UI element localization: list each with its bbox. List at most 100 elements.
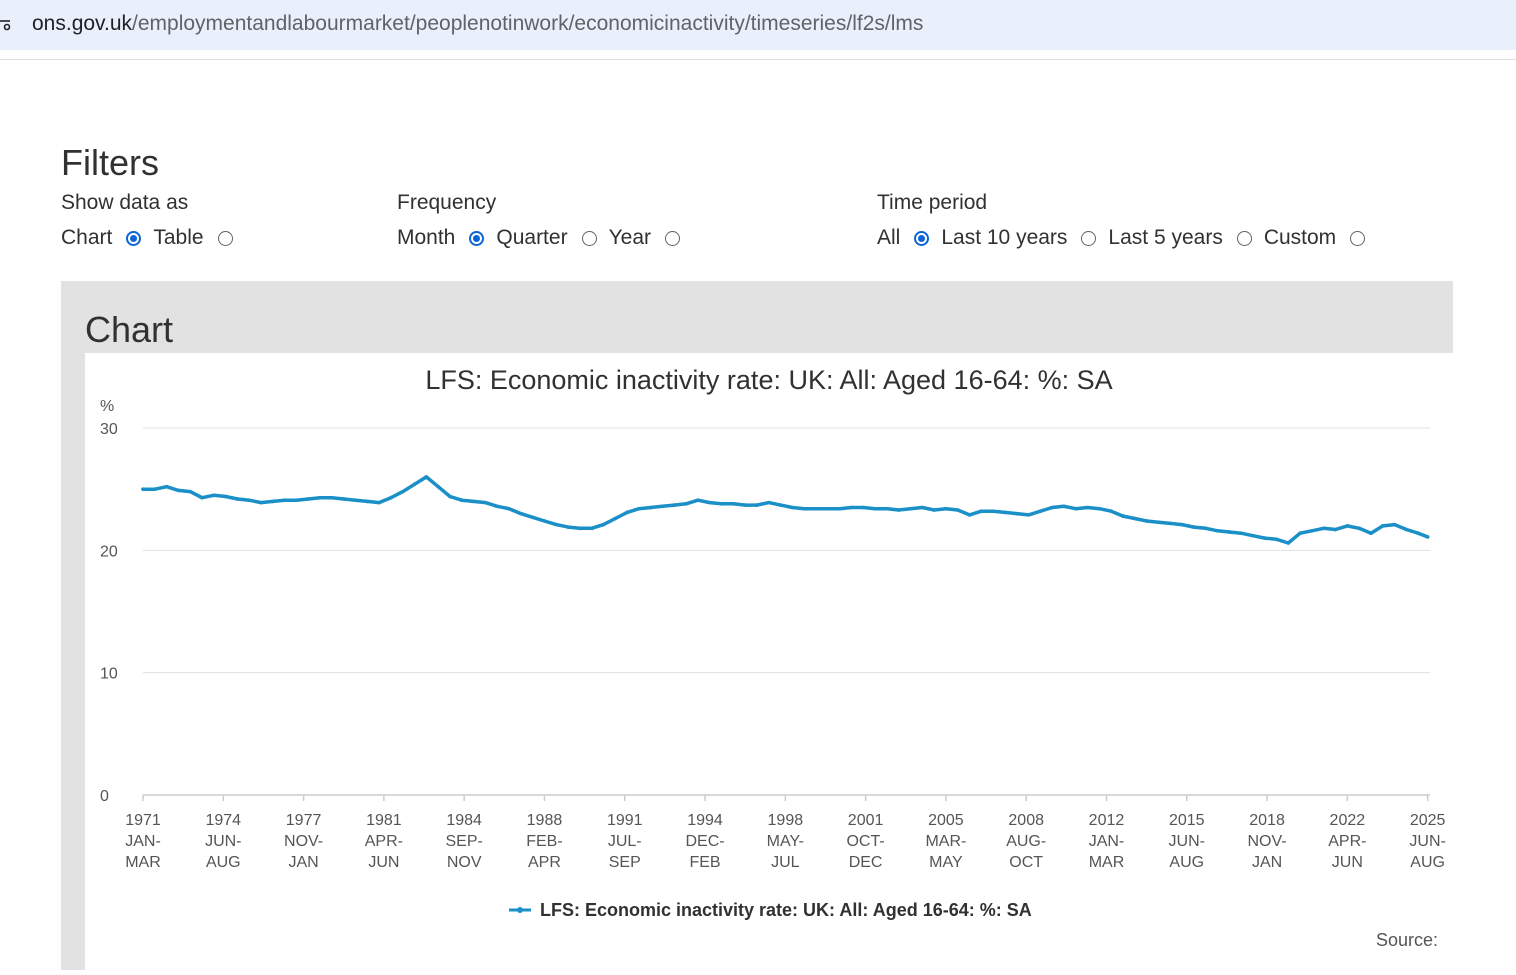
x-tick-label-line: AUG [1169,854,1204,871]
data-point [991,509,995,513]
data-point [377,500,381,505]
data-point [790,505,795,510]
option-last-10-years[interactable]: Last 10 years [941,226,1108,250]
series-line [141,475,1430,545]
option-chart-label: Chart [61,226,113,249]
x-tick-label: 2008 AUG- OCT [1006,812,1046,871]
data-point [223,494,228,499]
x-tick-label-line: APR [528,854,561,871]
option-table-label: Table [153,226,204,249]
data-point [164,484,169,489]
option-year[interactable]: Year [609,226,692,250]
option-chart[interactable]: Chart [61,226,153,250]
radio-year[interactable] [665,230,681,246]
y-tick-label: 10 [100,666,118,683]
x-tick-label-line: 1988 [527,812,563,829]
radio-table[interactable] [217,230,233,246]
x-tick-label-line: AUG [206,854,241,871]
option-month-label: Month [397,226,456,249]
browser-address-bar[interactable]: ons.gov.uk/employmentandlabourmarket/peo… [0,0,1516,50]
x-tick-label-line: MAY- [767,833,804,850]
site-settings-icon[interactable] [0,16,12,34]
data-point [1050,505,1054,510]
radio-quarter[interactable] [581,230,597,246]
data-point [778,503,783,507]
x-tick-label: 2015 JUN- AUG [1169,812,1205,871]
frequency-label: Frequency [397,191,497,214]
x-tick-label-line: JAN [288,854,318,871]
x-tick-label-line: JAN- [1089,833,1125,850]
chart-title: LFS: Economic inactivity rate: UK: All: … [425,365,1112,395]
radio-last-5-years[interactable] [1236,230,1252,246]
option-quarter-label: Quarter [496,226,568,249]
data-point [660,504,665,509]
show-data-as-label: Show data as [61,191,189,214]
radio-month[interactable] [469,230,485,246]
x-tick-label: 1971 JAN- MAR [125,812,161,871]
radio-custom[interactable] [1350,230,1366,246]
radio-last-10-years[interactable] [1081,230,1097,246]
data-point [495,504,500,509]
x-tick-label-line: APR- [1328,833,1366,850]
data-point [955,508,960,512]
x-tick-label: 1977 NOV- JAN [284,812,323,871]
data-point [1425,535,1430,539]
x-tick-label-line: JUL- [608,833,642,850]
data-point [1298,531,1302,536]
data-point [459,498,464,502]
data-point [1380,524,1385,528]
x-tick-label-line: 1977 [286,812,322,829]
x-tick-label-line: FEB- [526,833,562,850]
data-point [412,482,417,487]
data-point [530,515,535,520]
x-tick-label-line: JUL [771,854,800,871]
data-point [448,494,452,499]
option-all[interactable]: All [877,226,941,250]
option-custom[interactable]: Custom [1264,226,1377,250]
x-tick-label-line: 1981 [366,812,402,829]
data-point [1310,528,1314,533]
x-tick-label-line: FEB [689,854,720,871]
data-point [1321,526,1326,531]
x-tick-label-line: NOV [447,854,482,871]
x-tick-label: 1998 MAY- JUL [767,812,804,871]
x-tick-label-line: 1998 [768,812,804,829]
data-point [1203,526,1208,531]
data-point [341,497,346,501]
x-tick-label-line: JUN [368,854,399,871]
frequency-options: Month Quarter Year [397,226,692,250]
y-axis-unit: % [100,398,114,415]
data-point [1345,524,1350,528]
data-point [1085,505,1090,510]
chart-panel: Chart LFS: Economic inactivity rate: UK:… [61,281,1453,970]
x-tick-label-line: 2025 [1410,812,1446,829]
x-tick-label: 2025 JUN- AUG [1409,812,1445,871]
data-point [1003,510,1007,515]
legend[interactable]: LFS: Economic inactivity rate: UK: All: … [509,900,1032,920]
x-axis: 1971 JAN- MAR 1974 JUN- AUG 1977 NOV- JAN 1981 APR… [125,794,1446,871]
option-month[interactable]: Month [397,226,496,250]
x-tick-label: 2001 OCT- DEC [846,812,884,871]
data-point [861,505,866,510]
data-point [519,511,523,516]
x-tick-label-line: 1994 [687,812,723,829]
url-text[interactable]: ons.gov.uk/employmentandlabourmarket/peo… [32,12,923,36]
data-point [1274,537,1279,542]
data-point [318,495,322,500]
radio-all[interactable] [914,230,930,246]
option-quarter[interactable]: Quarter [496,226,608,250]
data-point [1109,509,1114,513]
x-tick-label-line: 1984 [446,812,482,829]
data-point [1251,533,1255,538]
radio-chart[interactable] [126,230,142,246]
option-last-5-years[interactable]: Last 5 years [1108,226,1263,250]
x-tick-label-line: JUN [1332,854,1363,871]
option-table[interactable]: Table [153,226,244,250]
x-tick-label-line: MAR [125,854,161,871]
x-tick-label: 2012 JAN- MAR [1089,812,1125,871]
data-point [578,526,582,531]
data-point [436,484,440,489]
x-tick-label-line: NOV- [1247,833,1286,850]
data-point [1133,516,1137,521]
x-tick-label-line: DEC- [685,833,724,850]
